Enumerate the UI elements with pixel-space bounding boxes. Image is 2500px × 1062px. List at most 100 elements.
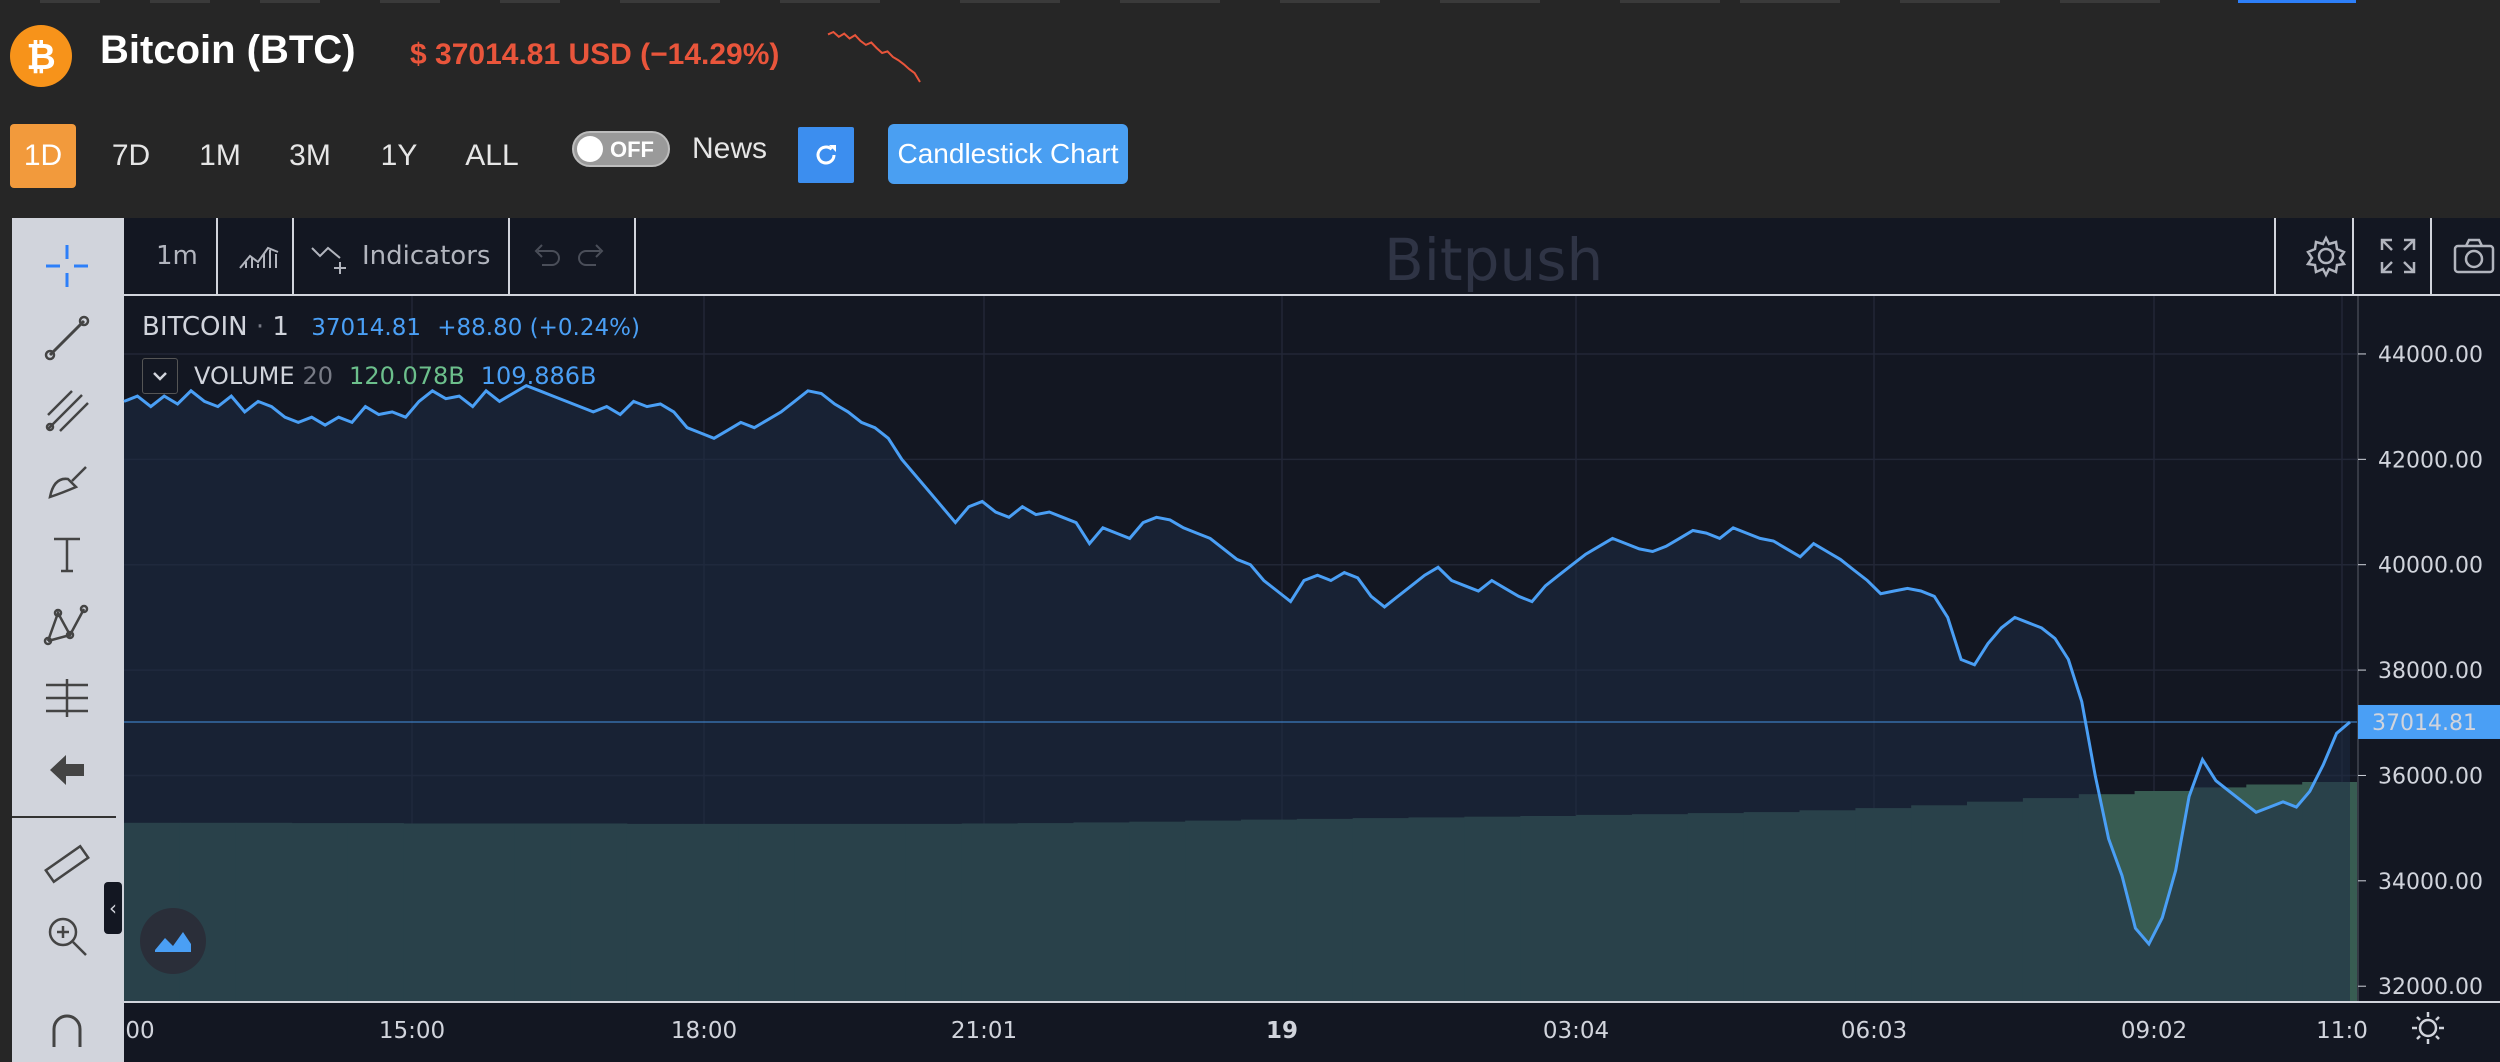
tradingview-logo[interactable] — [140, 908, 206, 974]
toolbar-separator — [508, 218, 510, 294]
fullscreen-icon[interactable] — [2378, 218, 2418, 294]
magnet-icon[interactable] — [34, 1004, 100, 1060]
legend-separator: · — [255, 312, 265, 342]
x-tick-label: 03:04 — [1543, 1018, 1609, 1044]
y-tick-label: 38000.00 — [2378, 659, 2483, 684]
range-button-all[interactable]: ALL — [465, 139, 519, 172]
x-tick-label: 21:01 — [951, 1018, 1017, 1044]
watermark: Bitpush — [1384, 226, 1604, 294]
range-button-1y[interactable]: 1Y — [380, 139, 418, 172]
ruler-icon[interactable] — [34, 836, 100, 892]
top-tab[interactable] — [40, 0, 100, 3]
toggle-knob — [577, 136, 603, 162]
back-arrow-icon[interactable] — [34, 742, 100, 798]
refresh-button[interactable] — [798, 127, 854, 183]
price-area-fill — [124, 385, 2350, 1003]
legend-symbol: BITCOIN — [142, 312, 248, 342]
time-axis-settings-icon — [2412, 1012, 2444, 1044]
volume-value-1: 120.078B — [349, 362, 465, 390]
y-tick-label: 32000.00 — [2378, 975, 2483, 1000]
interval-selector[interactable]: 1m — [156, 241, 198, 271]
top-tab[interactable] — [1280, 0, 1380, 3]
top-tab[interactable] — [1120, 0, 1220, 3]
range-button-1m[interactable]: 1M — [199, 139, 241, 172]
top-tab[interactable] — [1440, 0, 1540, 3]
y-tick-label: 36000.00 — [2378, 764, 2483, 789]
area-chart-icon[interactable] — [238, 218, 280, 294]
volume-legend: VOLUME 20 120.078B 109.886B — [142, 358, 596, 394]
undo-icon[interactable] — [528, 218, 564, 294]
pitchfork-icon[interactable] — [34, 382, 100, 438]
top-tab[interactable] — [260, 0, 320, 3]
chart-top-toolbar: 1m Indicators Bitpush — [124, 218, 2500, 296]
legend-last-price: 37014.81 — [311, 315, 421, 341]
range-button-7d[interactable]: 7D — [111, 139, 151, 172]
x-tick-label: 06:03 — [1841, 1018, 1907, 1044]
toolbar-separator — [2274, 218, 2276, 294]
chart-widget: ‹ 1m Indicators Bitpush — [12, 218, 2500, 1062]
top-tab[interactable] — [500, 0, 560, 3]
toolbar-separator — [292, 218, 294, 294]
top-tab[interactable] — [2060, 0, 2160, 3]
last-price-label-bg — [2358, 704, 2500, 739]
x-tick-label: 09:02 — [2121, 1018, 2187, 1044]
camera-icon[interactable] — [2452, 218, 2496, 294]
price-sparkline — [827, 30, 921, 83]
bitcoin-icon: ₿ — [10, 25, 72, 87]
indicators-button[interactable]: Indicators — [310, 218, 490, 294]
toolbar-separator — [634, 218, 636, 294]
x-tick-label: 15:00 — [379, 1018, 445, 1044]
svg-text:₿: ₿ — [26, 37, 55, 78]
toolbar-separator — [2352, 218, 2354, 294]
measure-sliders-icon[interactable] — [34, 670, 100, 726]
y-tick-label: 42000.00 — [2378, 448, 2483, 473]
y-tick-label: 44000.00 — [2378, 343, 2483, 368]
legend-change: +88.80 (+0.24%) — [437, 315, 640, 341]
trend-line-icon[interactable] — [34, 310, 100, 366]
news-label: News — [692, 132, 768, 165]
price-chart[interactable]: 44000.00 42000.00 40000.00 38000.00 36000.00… — [12, 218, 2500, 1062]
text-tool-icon[interactable] — [34, 526, 100, 582]
coin-title: Bitcoin (BTC) — [100, 28, 356, 72]
price-change: $ 37014.81 USD (−14.29%) — [410, 38, 780, 71]
legend-interval: 1 — [272, 312, 289, 342]
candlestick-chart-button[interactable]: Candlestick Chart — [888, 124, 1128, 184]
toggle-state: OFF — [610, 137, 654, 162]
x-tick-label: 00 — [125, 1018, 154, 1044]
price-line — [123, 383, 2351, 947]
top-tab[interactable] — [960, 0, 1060, 3]
top-tab-strip — [0, 0, 2500, 4]
top-tab[interactable] — [780, 0, 880, 3]
last-price-label: 37014.81 — [2358, 704, 2500, 739]
pattern-icon[interactable] — [34, 598, 100, 654]
top-tab[interactable] — [150, 0, 210, 3]
toolbar-separator — [216, 218, 218, 294]
top-tab[interactable] — [620, 0, 720, 3]
redo-icon[interactable] — [574, 218, 610, 294]
y-tick-label: 34000.00 — [2378, 870, 2483, 895]
time-axis: 00 15:00 18:00 21:01 19 03:04 06:03 09:02 11:0 — [125, 1018, 2367, 1044]
top-tab[interactable] — [380, 0, 440, 3]
indicators-icon — [311, 246, 346, 274]
y-tick-label: 40000.00 — [2378, 554, 2483, 579]
top-tab[interactable] — [1900, 0, 2000, 3]
zoom-in-icon[interactable] — [34, 908, 100, 964]
news-toggle[interactable]: OFF — [572, 131, 670, 167]
range-button-3m[interactable]: 3M — [289, 139, 331, 172]
collapse-toolbar-handle[interactable]: ‹ — [104, 882, 122, 934]
volume-length: 20 — [302, 362, 334, 390]
toolbar-separator — [12, 816, 116, 818]
chevron-down-icon[interactable] — [142, 358, 178, 394]
crosshair-icon[interactable] — [34, 238, 100, 294]
settings-icon[interactable] — [2304, 218, 2348, 294]
range-button-1d[interactable]: 1D — [10, 124, 76, 188]
refresh-icon — [816, 145, 836, 165]
top-tab-active[interactable] — [2238, 0, 2356, 3]
x-tick-label: 19 — [1266, 1018, 1298, 1044]
brush-icon[interactable] — [34, 454, 100, 510]
x-tick-label: 18:00 — [671, 1018, 737, 1044]
price-legend: BITCOIN · 1 37014.81 +88.80 (+0.24%) — [142, 312, 640, 342]
top-tab[interactable] — [1740, 0, 1840, 3]
top-tab[interactable] — [1620, 0, 1720, 3]
last-price-label-text: 37014.81 — [2372, 711, 2477, 736]
